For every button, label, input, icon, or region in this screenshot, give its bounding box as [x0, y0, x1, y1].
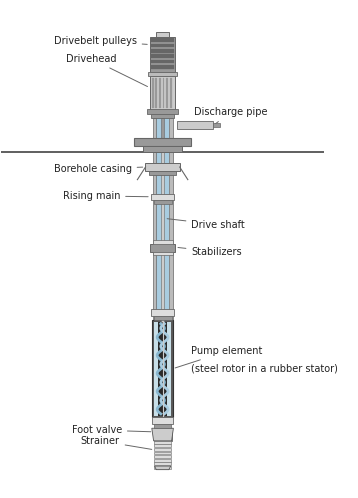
Bar: [155, 448, 171, 451]
Bar: [169, 119, 173, 143]
Text: Drive shaft: Drive shaft: [167, 219, 245, 230]
Bar: [143, 146, 183, 152]
Bar: [213, 123, 220, 127]
Bar: [177, 121, 213, 129]
Bar: [151, 49, 174, 53]
Text: Drivehead: Drivehead: [66, 54, 147, 87]
Bar: [152, 320, 173, 417]
Bar: [155, 78, 157, 109]
Text: Stabilizers: Stabilizers: [178, 247, 242, 256]
Bar: [151, 54, 174, 58]
Bar: [151, 44, 174, 47]
Bar: [167, 322, 171, 416]
Bar: [152, 417, 173, 424]
Bar: [154, 316, 171, 320]
Bar: [155, 424, 171, 428]
Bar: [159, 78, 161, 109]
Bar: [155, 455, 171, 458]
Bar: [153, 251, 173, 255]
Polygon shape: [155, 466, 171, 470]
Bar: [151, 65, 174, 69]
Bar: [156, 32, 169, 37]
Text: Strainer: Strainer: [81, 436, 152, 449]
Bar: [153, 240, 173, 244]
Text: Foot valve: Foot valve: [72, 425, 151, 435]
Text: Borehole casing: Borehole casing: [54, 164, 143, 174]
Bar: [170, 78, 171, 109]
Bar: [150, 37, 175, 72]
Bar: [155, 322, 158, 416]
Bar: [153, 119, 156, 143]
Bar: [134, 138, 192, 146]
Bar: [155, 463, 171, 465]
Bar: [155, 466, 171, 469]
Text: Discharge pipe: Discharge pipe: [194, 107, 268, 124]
Bar: [145, 163, 180, 171]
Bar: [149, 171, 176, 175]
Bar: [151, 38, 174, 42]
Bar: [154, 428, 171, 441]
Bar: [161, 152, 164, 322]
Bar: [163, 78, 164, 109]
Bar: [155, 441, 171, 444]
Bar: [155, 452, 171, 454]
Bar: [155, 459, 171, 462]
Bar: [169, 152, 173, 322]
Bar: [156, 119, 169, 143]
Text: Pump element: Pump element: [175, 346, 263, 368]
Bar: [151, 194, 174, 200]
Bar: [148, 72, 177, 76]
Polygon shape: [152, 428, 173, 441]
Text: Drivebelt pulleys: Drivebelt pulleys: [54, 36, 147, 46]
Bar: [151, 60, 174, 63]
Bar: [150, 244, 175, 251]
Text: Rising main: Rising main: [63, 191, 148, 201]
Bar: [155, 444, 171, 447]
Bar: [151, 309, 174, 316]
Bar: [150, 76, 175, 110]
Bar: [154, 200, 171, 204]
Bar: [156, 152, 169, 322]
Text: (steel rotor in a rubber stator): (steel rotor in a rubber stator): [192, 364, 338, 374]
Bar: [161, 119, 164, 143]
Bar: [166, 78, 168, 109]
Bar: [155, 322, 171, 416]
Bar: [147, 110, 178, 114]
Bar: [152, 78, 154, 109]
Bar: [153, 152, 156, 322]
Bar: [151, 114, 174, 119]
